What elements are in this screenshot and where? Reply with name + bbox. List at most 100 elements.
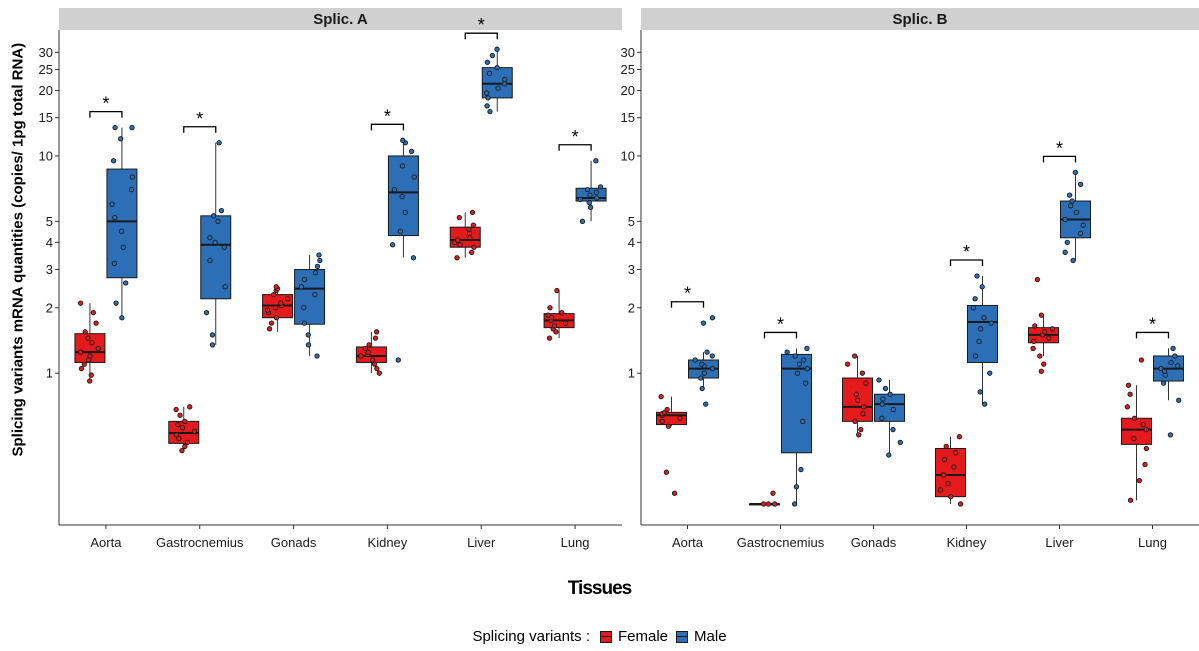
- significance-star: *: [963, 242, 970, 262]
- data-point: [471, 244, 477, 250]
- data-point: [851, 353, 858, 359]
- legend-title: Splicing variants :: [472, 628, 590, 645]
- box-male-aorta: [106, 124, 138, 321]
- data-point: [487, 108, 493, 115]
- data-point: [709, 365, 716, 372]
- data-point: [594, 195, 600, 201]
- box: [106, 168, 138, 279]
- y-tick-label: 5: [628, 214, 635, 229]
- box-female-lung: [543, 287, 575, 341]
- data-point: [1131, 435, 1137, 442]
- data-point: [1172, 353, 1178, 359]
- data-point: [704, 349, 710, 355]
- y-tick-label: 3: [628, 262, 635, 277]
- data-point: [82, 329, 88, 335]
- data-point: [365, 349, 371, 355]
- data-point: [1127, 391, 1133, 397]
- data-point: [301, 320, 308, 326]
- data-point: [852, 418, 858, 425]
- data-point: [314, 263, 321, 270]
- significance-bracket: [1042, 155, 1077, 163]
- data-point: [951, 464, 957, 470]
- data-point: [112, 124, 118, 131]
- data-point: [988, 320, 994, 326]
- data-point: [587, 204, 594, 210]
- data-point: [554, 287, 560, 294]
- data-point: [177, 412, 183, 418]
- significance-bracket: [370, 123, 405, 131]
- data-point: [502, 76, 508, 83]
- data-point: [210, 213, 217, 219]
- data-point: [880, 396, 886, 402]
- box-female-lung: [1121, 357, 1152, 503]
- data-point: [77, 300, 84, 306]
- y-tick-label: 20: [621, 83, 635, 98]
- data-point: [366, 342, 372, 348]
- data-point: [376, 370, 382, 376]
- box-male-aorta: [688, 315, 719, 407]
- data-point: [677, 415, 683, 421]
- data-point: [1031, 338, 1037, 345]
- box-female-aorta: [656, 393, 687, 496]
- data-point: [88, 372, 94, 378]
- box-female-gastrocnemius: [749, 490, 780, 507]
- data-point: [772, 501, 778, 507]
- significance-bracket: [1135, 331, 1170, 339]
- legend: Splicing variants : Female Male: [0, 628, 1199, 645]
- data-point: [1042, 329, 1048, 335]
- data-point: [457, 242, 463, 248]
- data-point: [699, 361, 705, 367]
- box-male-kidney: [967, 273, 998, 407]
- data-point: [397, 228, 403, 234]
- data-point: [796, 361, 803, 367]
- data-point: [974, 273, 980, 279]
- data-point: [987, 370, 993, 376]
- data-point: [87, 353, 93, 359]
- data-point: [897, 439, 903, 446]
- box-male-gonads: [294, 252, 326, 359]
- data-point: [395, 357, 401, 363]
- data-point: [93, 320, 99, 326]
- data-point: [454, 237, 461, 243]
- data-point: [1066, 192, 1073, 198]
- data-point: [577, 196, 583, 203]
- data-point: [95, 345, 101, 352]
- data-point: [792, 353, 798, 359]
- data-point: [298, 284, 305, 290]
- data-point: [371, 361, 378, 367]
- data-point: [1041, 361, 1047, 367]
- box-male-liver: [1060, 169, 1091, 264]
- significance-star: *: [777, 314, 784, 334]
- data-point: [81, 361, 87, 367]
- data-point: [87, 378, 93, 384]
- data-point: [701, 370, 708, 376]
- data-point: [411, 174, 417, 180]
- data-point: [182, 418, 188, 425]
- box-male-lung: [575, 158, 607, 224]
- data-point: [546, 335, 553, 341]
- data-point: [484, 90, 490, 96]
- data-point: [890, 406, 897, 413]
- x-tick-label: Kidney: [947, 535, 987, 550]
- data-point: [173, 406, 179, 413]
- data-point: [362, 345, 368, 352]
- data-point: [268, 320, 275, 326]
- data-point: [1140, 421, 1146, 428]
- y-tick-label: 2: [628, 300, 635, 315]
- significance-bracket: [949, 259, 984, 267]
- data-point: [1077, 181, 1084, 187]
- data-point: [484, 59, 491, 65]
- data-point: [593, 189, 599, 195]
- data-point: [1142, 461, 1148, 468]
- data-point: [765, 501, 772, 507]
- data-point: [663, 469, 670, 475]
- data-point: [470, 222, 477, 228]
- data-point: [112, 214, 118, 221]
- data-point: [804, 365, 810, 372]
- data-point: [970, 305, 977, 311]
- data-point: [374, 365, 380, 372]
- data-point: [123, 280, 129, 286]
- data-point: [1037, 353, 1043, 359]
- data-point: [312, 270, 319, 276]
